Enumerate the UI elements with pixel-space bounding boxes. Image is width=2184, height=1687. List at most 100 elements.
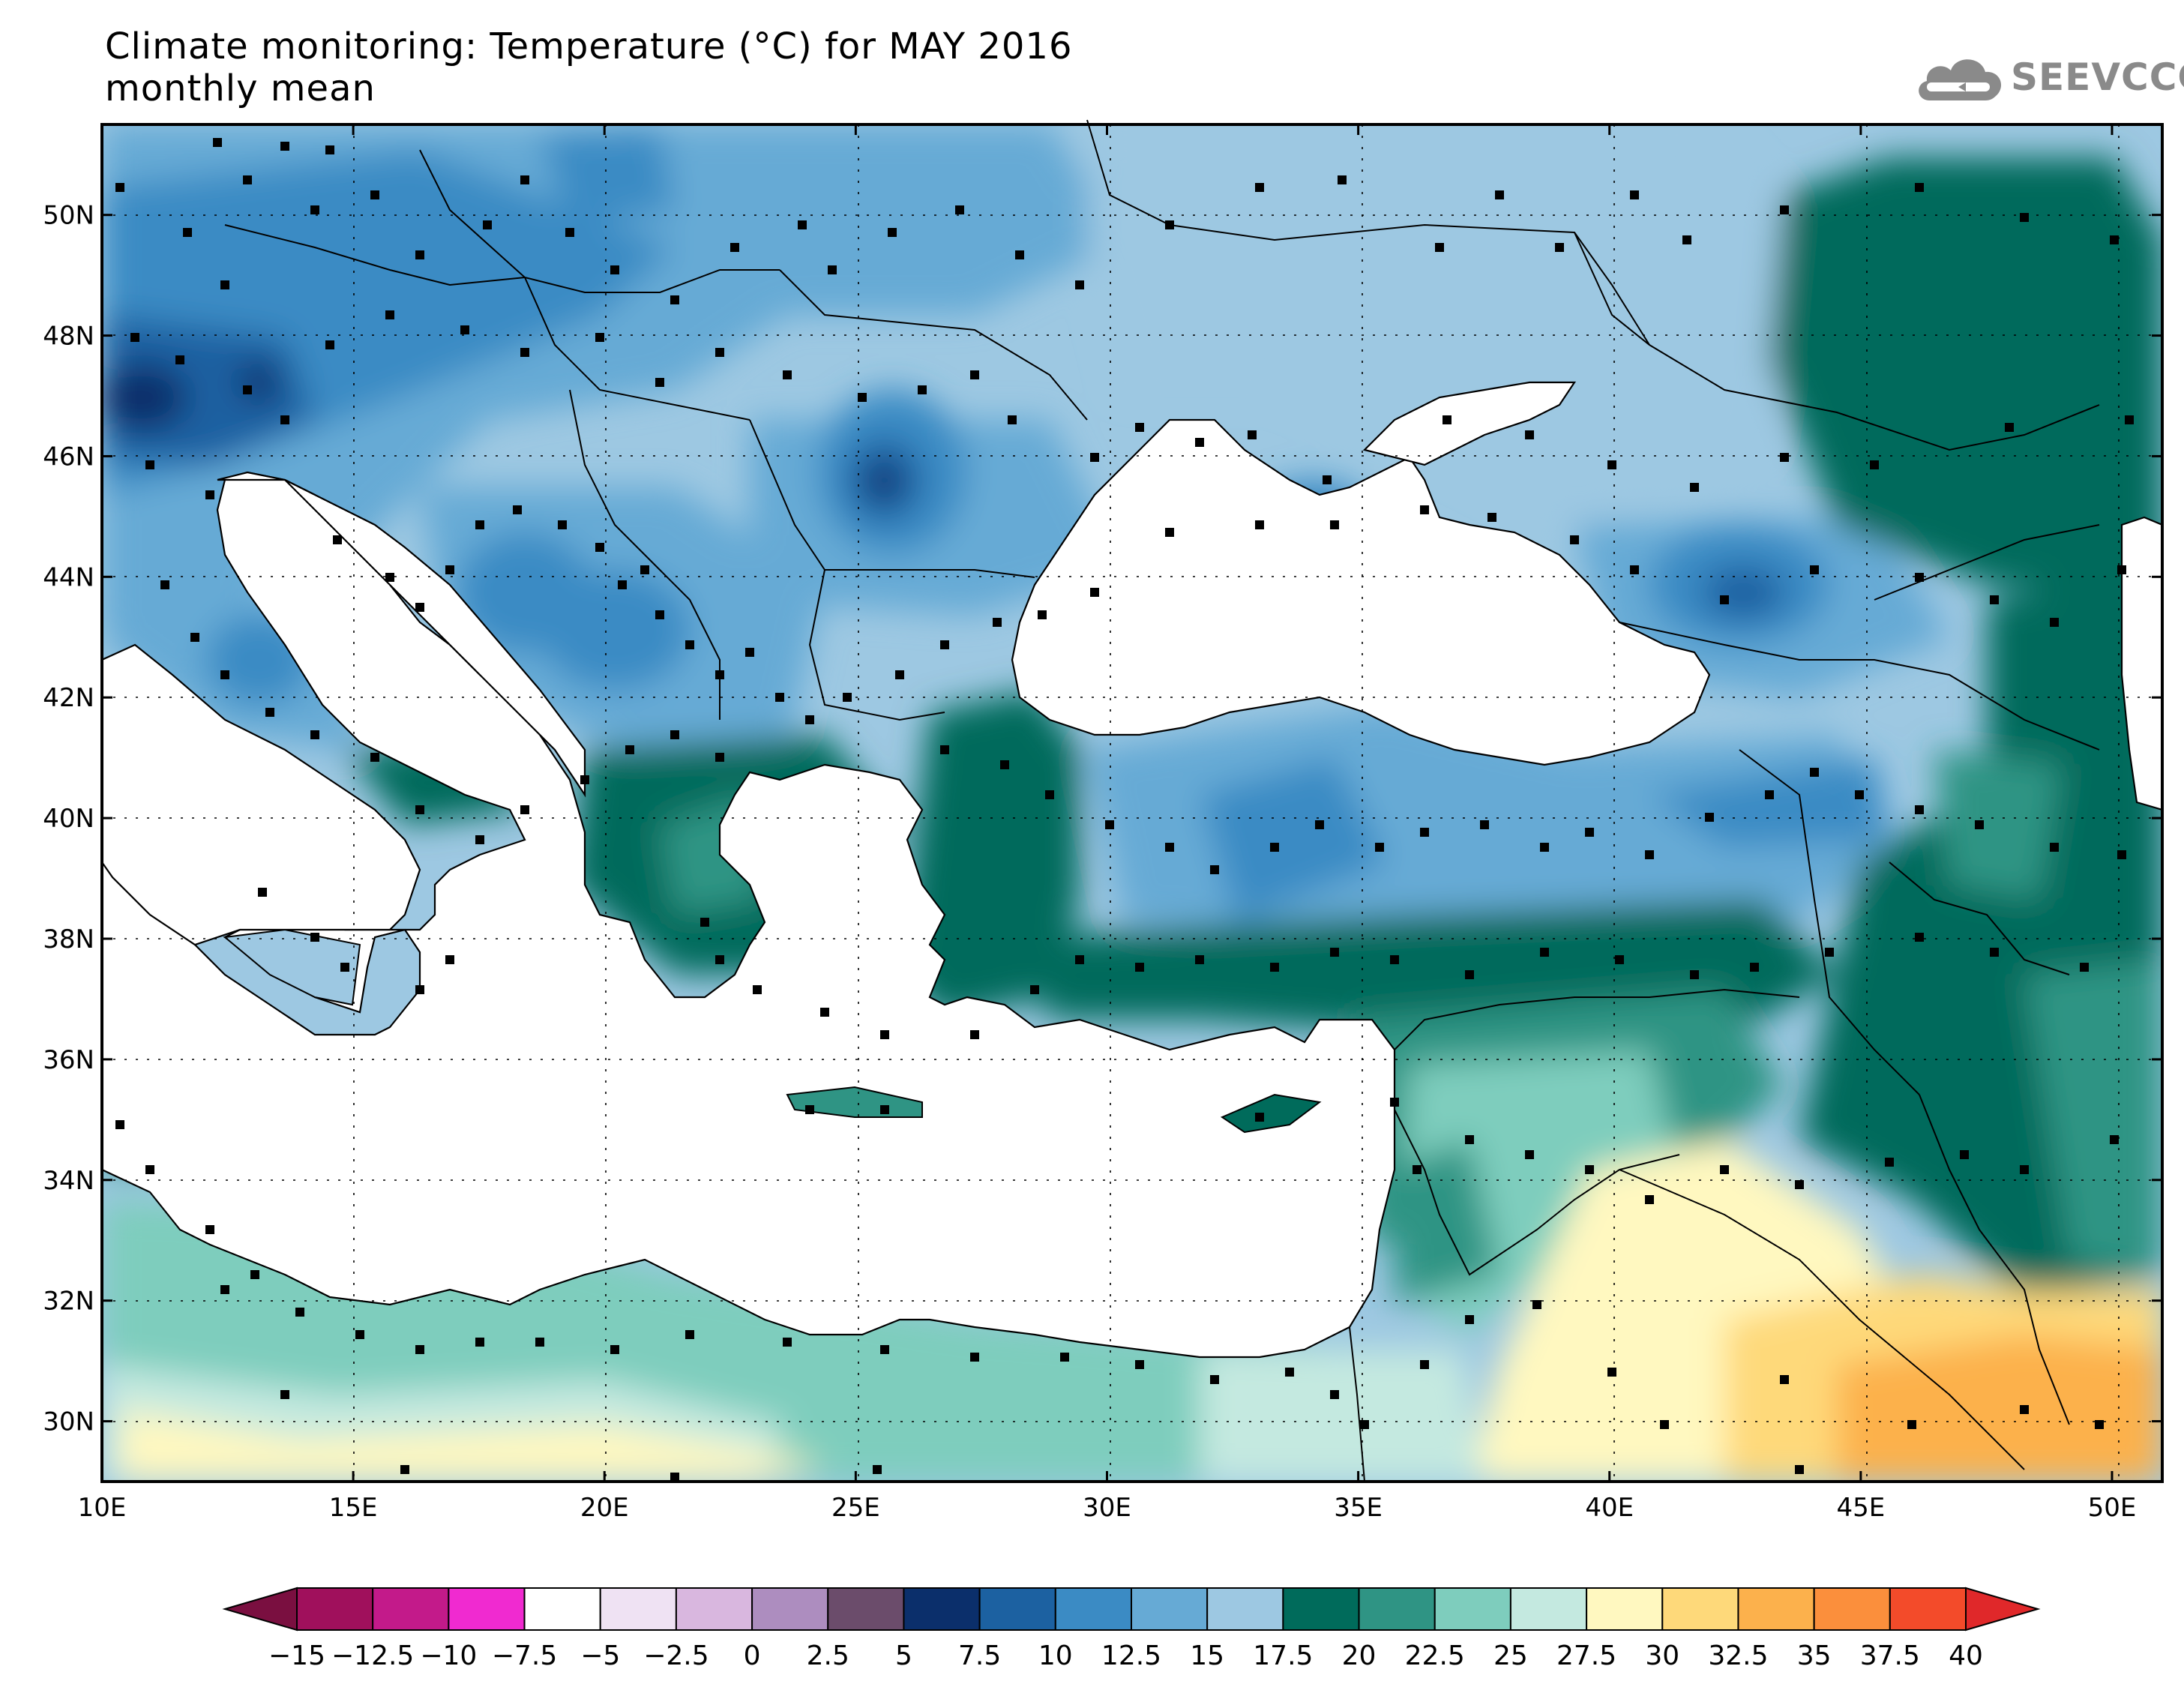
station-marker [940, 640, 949, 649]
station-marker [843, 693, 852, 702]
station-marker [880, 1030, 889, 1039]
colorbar-swatch [523, 1587, 601, 1631]
station-marker [1435, 243, 1444, 252]
station-marker [265, 708, 274, 717]
station-marker [310, 730, 319, 739]
colorbar-swatch [1737, 1587, 1815, 1631]
colorbar-label: 40 [1949, 1641, 1983, 1671]
station-marker [2020, 1405, 2029, 1414]
station-marker [220, 670, 229, 679]
station-marker [445, 565, 454, 574]
station-marker [1975, 820, 1984, 829]
station-marker [783, 1338, 792, 1347]
station-marker [1780, 453, 1789, 462]
station-marker [1390, 955, 1399, 964]
station-marker [1720, 595, 1729, 604]
station-marker [355, 1330, 364, 1339]
station-marker [895, 670, 904, 679]
station-marker [460, 325, 469, 334]
station-marker [580, 775, 589, 784]
station-marker [325, 145, 334, 154]
temperature-field [102, 124, 2162, 1482]
colorbar-label: 0 [744, 1641, 761, 1671]
lat-tick-label: 36N [43, 1045, 94, 1075]
station-marker [213, 138, 222, 147]
colorbar-swatch [903, 1587, 981, 1631]
station-marker [805, 715, 814, 724]
cloud-icon [1919, 59, 2002, 100]
colorbar-label: −5 [580, 1641, 620, 1671]
station-marker [2005, 423, 2014, 432]
station-marker [1855, 790, 1864, 799]
station-marker [1990, 595, 1999, 604]
colorbar: −15 −12.5 −10 −7.5 −5 −2.5 0 2.5 5 7.5 10 12.5 15 17.… [222, 1587, 2041, 1671]
colorbar-label: 35 [1797, 1641, 1832, 1671]
lat-tick-label: 40N [43, 804, 94, 834]
station-marker [385, 573, 394, 582]
colorbar-swatch [1661, 1587, 1739, 1631]
station-marker [1915, 805, 1924, 814]
station-marker [1825, 948, 1834, 957]
station-marker [955, 205, 964, 214]
station-marker [1690, 970, 1699, 979]
colorbar-swatch [675, 1587, 753, 1631]
colorbar-swatch [448, 1587, 526, 1631]
colorbar-swatch [1509, 1587, 1588, 1631]
lat-tick-label: 38N [43, 924, 94, 954]
colorbar-label: −10 [420, 1641, 477, 1671]
station-marker [1255, 183, 1264, 192]
station-marker [640, 565, 649, 574]
station-marker [2050, 843, 2059, 852]
station-marker [535, 1338, 544, 1347]
station-marker [475, 520, 484, 529]
gridlines [102, 124, 2162, 1482]
station-marker [333, 535, 342, 544]
station-marker [243, 385, 252, 394]
station-marker [415, 603, 424, 612]
station-marker [970, 1353, 979, 1362]
station-marker [858, 393, 867, 402]
colorbar-over-arrow [1965, 1587, 2041, 1632]
station-marker [1135, 963, 1144, 972]
station-marker [1008, 415, 1017, 424]
station-marker [1323, 475, 1332, 484]
station-marker [1135, 1360, 1144, 1369]
station-marker [400, 1465, 409, 1474]
colorbar-label: −15 [268, 1641, 325, 1671]
station-marker [520, 805, 529, 814]
station-marker [2125, 415, 2134, 424]
station-marker [310, 205, 319, 214]
station-marker [415, 1345, 424, 1354]
station-marker [1270, 843, 1279, 852]
station-marker [310, 933, 319, 942]
station-marker [1720, 1165, 1729, 1174]
lat-tick-label: 34N [43, 1166, 94, 1196]
station-marker [1810, 768, 1819, 777]
station-marker [1495, 190, 1504, 199]
lat-tick-label: 32N [43, 1287, 94, 1317]
colorbar-swatch [1206, 1587, 1284, 1631]
station-marker [970, 370, 979, 379]
colorbar-swatch [1586, 1587, 1664, 1631]
station-marker [1315, 820, 1324, 829]
colorbar-swatch [1131, 1587, 1209, 1631]
station-marker [1338, 175, 1347, 184]
title-line-2: monthly mean [105, 67, 376, 109]
station-marker [1630, 565, 1639, 574]
sea-mask [102, 381, 2162, 1359]
station-marker [325, 340, 334, 349]
station-marker [340, 963, 349, 972]
station-marker [2095, 1420, 2104, 1429]
station-marker [2020, 1165, 2029, 1174]
station-marker [1270, 963, 1279, 972]
station-marker [775, 693, 784, 702]
latitude-axis: 50N 48N 46N 44N 42N 40N 38N 36N 34N 32N 30N [43, 201, 2162, 1437]
station-marker [1420, 505, 1429, 514]
station-marker [798, 220, 807, 229]
station-marker [1540, 948, 1549, 957]
station-marker [1960, 1150, 1969, 1159]
lat-tick-label: 42N [43, 683, 94, 713]
station-marker [1195, 955, 1204, 964]
station-marker [715, 955, 724, 964]
